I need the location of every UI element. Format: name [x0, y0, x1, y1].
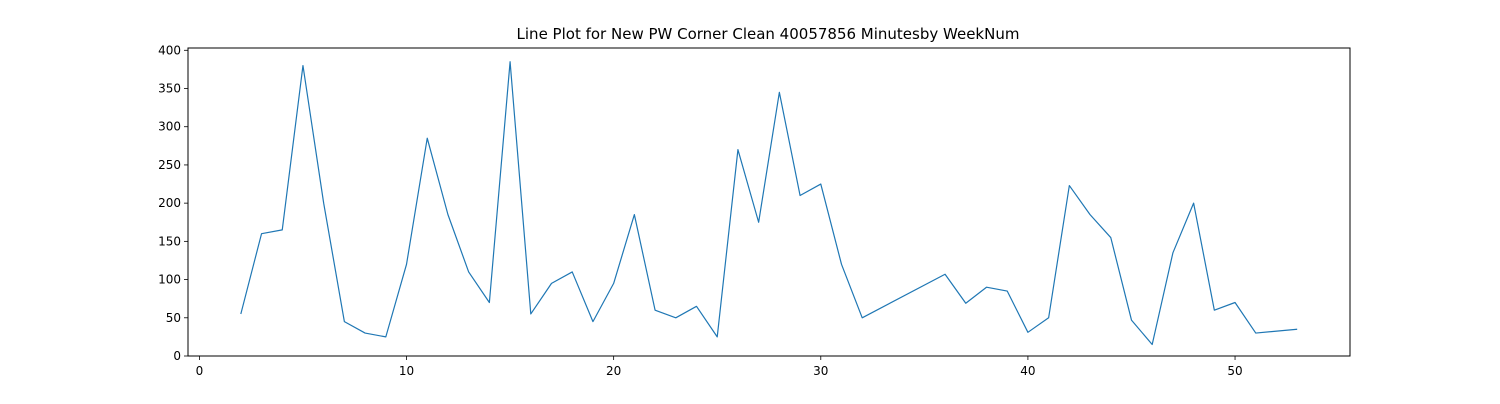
series-line [240, 61, 1298, 346]
axis-ticks: 0 10 20 30 40 50 0 50 100 150 200 250 300 350 400 [158, 43, 1243, 378]
y-tick-label: 100 [158, 273, 181, 287]
y-tick-label: 0 [173, 349, 181, 363]
series-layer [240, 61, 1298, 346]
y-tick-label: 400 [158, 43, 181, 57]
y-tick-label: 300 [158, 120, 181, 134]
plot-frame [187, 47, 1351, 357]
x-tick-label: 40 [1020, 364, 1035, 378]
x-tick-label: 30 [813, 364, 828, 378]
y-tick-label: 50 [166, 311, 181, 325]
chart-title: Line Plot for New PW Corner Clean 400578… [517, 25, 1020, 43]
x-tick-label: 10 [399, 364, 414, 378]
x-tick-label: 50 [1227, 364, 1242, 378]
y-tick-label: 350 [158, 82, 181, 96]
y-tick-label: 250 [158, 158, 181, 172]
x-tick-label: 20 [606, 364, 621, 378]
y-tick-label: 150 [158, 234, 181, 248]
x-tick-label: 0 [196, 364, 204, 378]
y-tick-label: 200 [158, 196, 181, 210]
